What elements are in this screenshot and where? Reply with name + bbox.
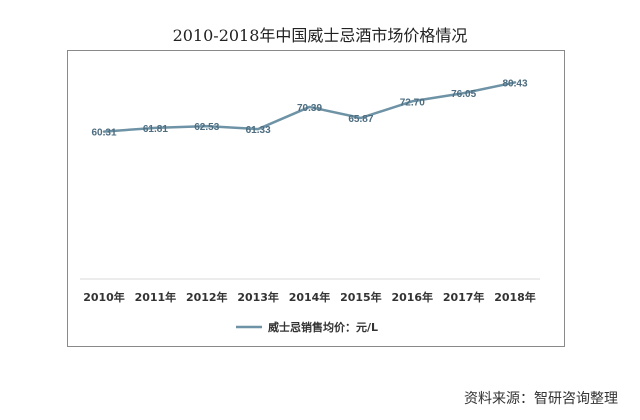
data-label: 70.39 bbox=[297, 103, 322, 114]
data-label: 80.43 bbox=[502, 78, 527, 89]
data-label: 62.53 bbox=[194, 122, 219, 133]
data-label: 60.31 bbox=[91, 128, 116, 139]
data-label: 61.33 bbox=[246, 125, 271, 136]
x-tick-label-group: 2010年 2011年 2012年 2013年 2014年 2015年 2016年 2017年… bbox=[83, 290, 536, 304]
data-label: 61.81 bbox=[143, 124, 168, 135]
series-line bbox=[102, 81, 517, 133]
x-tick-label: 2014年 bbox=[289, 290, 331, 304]
source-note: 资料来源：智研咨询整理 bbox=[464, 391, 618, 407]
data-label-group: 60.31 61.81 62.53 61.33 70.39 65.87 72.70 76.05… bbox=[91, 78, 527, 138]
x-tick-label: 2011年 bbox=[135, 290, 177, 304]
x-tick-label: 2016年 bbox=[391, 290, 433, 304]
x-tick-label: 2015年 bbox=[340, 290, 382, 304]
legend: 威士忌销售均价：元/L bbox=[236, 320, 378, 334]
x-tick-label: 2012年 bbox=[186, 290, 228, 304]
x-tick-label: 2017年 bbox=[443, 290, 485, 304]
data-label: 76.05 bbox=[451, 89, 476, 100]
series-line-group bbox=[102, 81, 517, 133]
data-label: 65.87 bbox=[348, 114, 373, 125]
chart-title: 2010-2018年中国威士忌酒市场价格情况 bbox=[172, 26, 468, 45]
legend-label: 威士忌销售均价：元/L bbox=[268, 320, 378, 334]
chart-frame bbox=[67, 50, 565, 347]
data-label: 72.70 bbox=[400, 97, 425, 108]
x-tick-label: 2013年 bbox=[237, 290, 279, 304]
x-tick-label: 2018年 bbox=[494, 290, 536, 304]
x-tick-label: 2010年 bbox=[83, 290, 125, 304]
